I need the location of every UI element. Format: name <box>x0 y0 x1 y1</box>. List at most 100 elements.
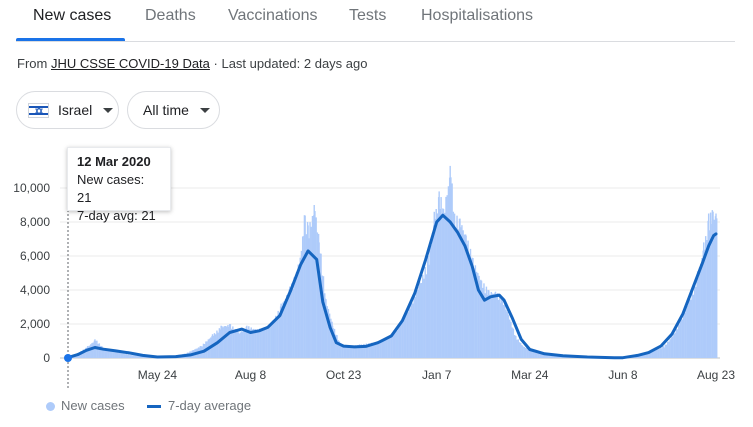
new-cases-bar <box>115 352 118 358</box>
new-cases-bar <box>143 356 146 358</box>
new-cases-bar <box>642 354 644 358</box>
new-cases-bar <box>412 303 414 358</box>
new-cases-bar <box>495 296 497 358</box>
new-cases-bar <box>83 349 86 358</box>
avg-legend-swatch <box>147 405 161 408</box>
new-cases-bar <box>292 288 294 358</box>
new-cases-bar <box>688 298 690 358</box>
new-cases-bar <box>129 355 131 358</box>
new-cases-bar <box>673 333 675 358</box>
new-cases-bar <box>214 334 217 358</box>
new-cases-bar <box>471 257 473 358</box>
tab-vaccinations[interactable]: Vaccinations <box>228 7 318 24</box>
new-cases-bar <box>544 354 546 358</box>
new-cases-bar <box>445 196 447 358</box>
tab-hospitalisations[interactable]: Hospitalisations <box>421 7 534 24</box>
new-cases-bar <box>674 332 676 358</box>
new-cases-bar <box>261 327 263 358</box>
y-tick-label: 0 <box>43 351 50 365</box>
new-cases-bar <box>480 279 482 358</box>
new-cases-bar <box>531 350 533 358</box>
new-cases-bar <box>538 352 540 358</box>
new-cases-bar <box>517 339 519 358</box>
tab-new-cases[interactable]: New cases <box>33 7 112 24</box>
new-cases-bar <box>534 351 537 358</box>
new-cases-bar <box>343 345 346 358</box>
new-cases-bar <box>82 349 85 358</box>
new-cases-bar <box>141 356 143 358</box>
new-cases-bar <box>543 354 546 358</box>
new-cases-bar <box>130 354 132 358</box>
category-tabs: New cases Deaths Vaccinations Tests Hosp… <box>0 0 753 42</box>
new-cases-bar <box>504 304 506 358</box>
cases-chart[interactable]: 0 2,000 4,000 6,000 8,000 10,000 May 24 Aug 8 Oc… <box>0 140 753 395</box>
new-cases-bar <box>223 326 225 358</box>
new-cases-bar <box>328 313 331 358</box>
new-cases-bar <box>290 283 293 358</box>
new-cases-bar <box>413 295 415 358</box>
new-cases-bar <box>684 312 686 358</box>
new-cases-bar <box>380 342 382 358</box>
new-cases-bar <box>97 343 99 358</box>
time-range-dropdown[interactable]: All time <box>127 91 220 129</box>
new-cases-bar <box>112 351 114 358</box>
new-cases-bar <box>319 253 321 358</box>
source-link[interactable]: JHU CSSE COVID-19 Data <box>50 56 210 71</box>
chevron-down-icon <box>199 107 210 113</box>
new-cases-bar <box>318 242 320 358</box>
new-cases-bar <box>86 346 89 358</box>
new-cases-bar <box>472 258 474 358</box>
new-cases-bar <box>655 350 658 358</box>
new-cases-bar <box>556 355 559 358</box>
new-cases-bar <box>295 271 298 358</box>
new-cases-bar <box>463 234 466 358</box>
new-cases-bar <box>360 344 363 358</box>
tab-deaths[interactable]: Deaths <box>145 7 196 24</box>
hover-point <box>64 354 72 362</box>
new-cases-bar <box>374 342 376 358</box>
new-cases-bar <box>703 242 705 358</box>
new-cases-bar <box>311 215 314 358</box>
new-cases-bar <box>136 355 139 358</box>
new-cases-bar <box>700 263 702 358</box>
y-tick-label: 10,000 <box>13 181 50 195</box>
new-cases-bar <box>403 317 406 358</box>
new-cases-bar <box>669 339 671 358</box>
new-cases-bar <box>98 343 101 358</box>
new-cases-bar <box>309 222 311 358</box>
tab-tests[interactable]: Tests <box>349 7 387 24</box>
new-cases-bar <box>430 245 433 358</box>
new-cases-bar <box>388 336 391 358</box>
new-cases-bar <box>417 289 419 358</box>
new-cases-bar <box>701 257 703 358</box>
source-line: From JHU CSSE COVID-19 Data · Last updat… <box>17 56 367 71</box>
new-cases-bar <box>533 351 535 358</box>
new-cases-bar <box>510 321 512 358</box>
new-cases-bar <box>691 290 693 358</box>
new-cases-bar <box>147 357 150 358</box>
new-cases-bar <box>376 341 379 358</box>
new-cases-bar <box>145 357 148 358</box>
new-cases-bar <box>491 293 494 358</box>
new-cases-bar <box>132 355 135 358</box>
new-cases-bar <box>326 306 328 358</box>
location-dropdown[interactable]: Israel <box>16 91 119 129</box>
new-cases-bar <box>324 298 326 358</box>
new-cases-bar <box>333 328 336 358</box>
chart-tooltip: 12 Mar 2020 New cases: 21 7-day avg: 21 <box>67 147 171 223</box>
new-cases-bar <box>349 345 352 358</box>
y-tick-label: 4,000 <box>20 283 50 297</box>
new-cases-bar <box>246 329 249 358</box>
new-cases-bar <box>284 298 287 358</box>
new-cases-bar <box>228 324 231 358</box>
new-cases-bar <box>301 236 304 358</box>
new-cases-bar <box>407 312 409 358</box>
new-cases-bar <box>425 274 428 358</box>
new-cases-bar <box>387 336 390 358</box>
new-cases-bar <box>263 327 266 358</box>
new-cases-bar <box>489 294 491 358</box>
new-cases-bar <box>651 351 653 358</box>
new-cases-bar <box>457 229 459 358</box>
new-cases-bar <box>286 295 288 358</box>
new-cases-bar <box>469 248 472 358</box>
